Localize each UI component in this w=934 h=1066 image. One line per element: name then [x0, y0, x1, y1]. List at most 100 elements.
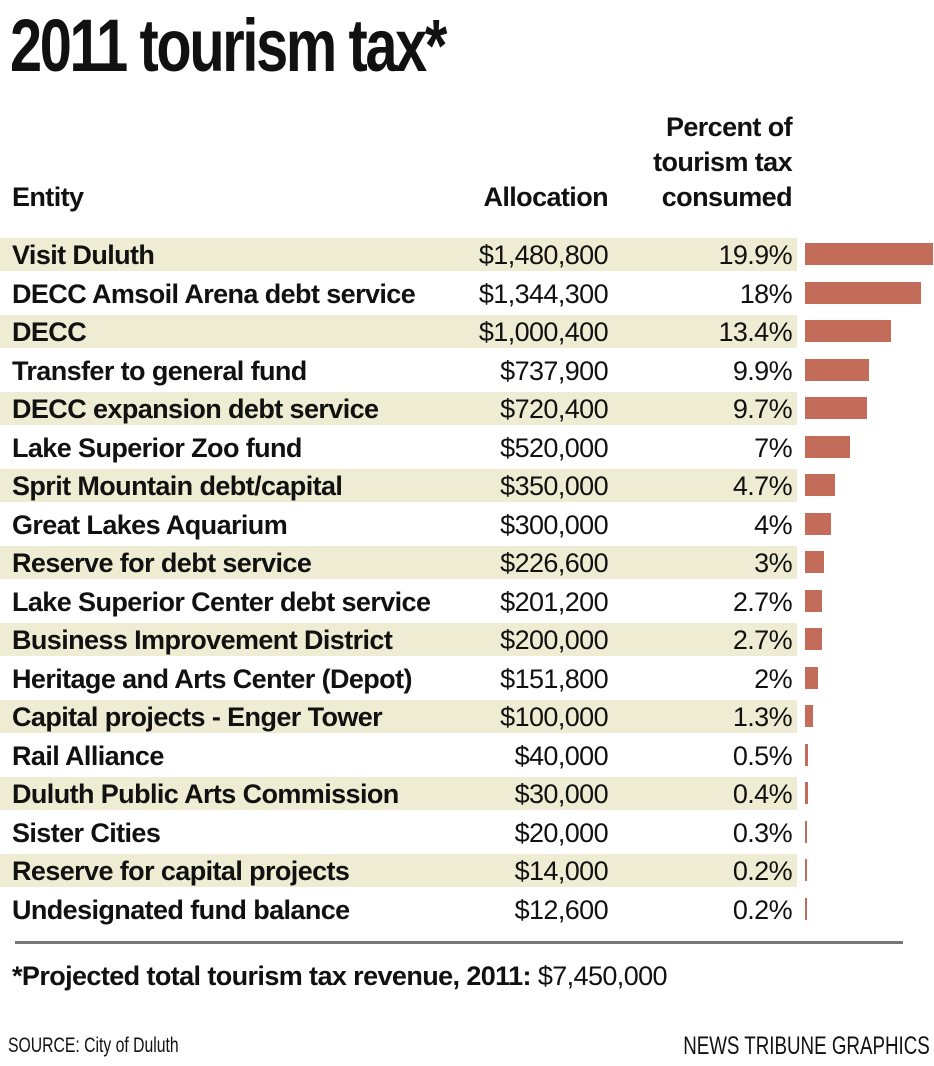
allocation-value: $720,400: [500, 394, 608, 424]
allocation-value: $100,000: [500, 702, 608, 732]
entity-label: DECC expansion debt service: [12, 394, 379, 424]
table-row: Heritage and Arts Center (Depot) $151,800…: [0, 661, 934, 700]
entity-label: Lake Superior Center debt service: [12, 586, 431, 617]
footnote-value: $7,450,000: [537, 961, 668, 991]
table-row: Reserve for capital projects $14,000 0.2%: [0, 853, 934, 892]
row-shade: [0, 469, 797, 502]
allocation-value: $520,000: [500, 432, 608, 463]
allocation-value: $300,000: [500, 509, 608, 540]
divider: [15, 941, 903, 944]
table-row: Business Improvement District $200,000 2.7…: [0, 622, 934, 661]
allocation-value: $151,800: [500, 663, 608, 694]
bar: [805, 320, 892, 342]
table-row: Duluth Public Arts Commission $30,000 0.4%: [0, 776, 934, 815]
credit: NEWS TRIBUNE GRAPHICS: [683, 1032, 930, 1060]
entity-label: Heritage and Arts Center (Depot): [12, 663, 412, 694]
bar: [805, 666, 818, 689]
table-row: DECC $1,000,400 13.4%: [0, 314, 934, 353]
entity-label: Visit Duluth: [12, 240, 155, 270]
header-percent-line: Percent of: [665, 112, 793, 142]
header-allocation: Allocation: [483, 182, 608, 212]
bar: [805, 820, 807, 843]
bar: [805, 628, 823, 650]
bar: [805, 551, 825, 573]
table-row: Undesignated fund balance $12,600 0.2%: [0, 892, 934, 931]
entity-label: Sprit Mountain debt/capital: [12, 471, 343, 501]
entity-label: Undesignated fund balance: [12, 894, 350, 925]
table-row: Sister Cities $20,000 0.3%: [0, 815, 934, 854]
allocation-value: $12,600: [514, 894, 609, 925]
bar: [805, 397, 868, 419]
table-row: Rail Alliance $40,000 0.5%: [0, 738, 934, 777]
table-row: Transfer to general fund $737,900 9.9%: [0, 353, 934, 392]
allocation-value: $737,900: [500, 355, 608, 386]
table-body: Visit Duluth $1,480,800 19.9% DECC Amsoil A…: [0, 237, 934, 930]
row-shade: [0, 392, 797, 425]
footnote-label: *Projected total tourism tax revenue, 20…: [12, 961, 532, 991]
bar: [805, 897, 807, 920]
bar: [805, 243, 933, 265]
percent-label: 0.2%: [732, 856, 793, 886]
table-row: Capital projects - Enger Tower $100,000 1.…: [0, 699, 934, 738]
allocation-value: $1,344,300: [478, 278, 609, 309]
bar: [805, 743, 809, 766]
percent-label: 0.2%: [732, 894, 793, 925]
table-row: DECC Amsoil Arena debt service $1,344,300…: [0, 276, 934, 315]
bar: [805, 512, 831, 535]
bar: [805, 705, 814, 727]
table-row: Reserve for debt service $226,600 3%: [0, 545, 934, 584]
table-row: Sprit Mountain debt/capital $350,000 4.7%: [0, 468, 934, 507]
percent-label: 0.4%: [732, 779, 793, 809]
bar: [805, 589, 823, 612]
percent-label: 3%: [754, 548, 792, 578]
percent-label: 2%: [754, 663, 792, 694]
entity-label: Rail Alliance: [12, 740, 164, 771]
percent-label: 2.7%: [732, 586, 793, 617]
percent-label: 9.9%: [732, 355, 793, 386]
entity-label: Great Lakes Aquarium: [12, 509, 288, 540]
table-row: DECC expansion debt service $720,400 9.7%: [0, 391, 934, 430]
entity-label: Business Improvement District: [12, 625, 393, 655]
table-row: Lake Superior Center debt service $201,20…: [0, 584, 934, 623]
entity-label: DECC: [12, 317, 87, 347]
allocation-value: $200,000: [500, 625, 608, 655]
row-shade: [0, 777, 797, 810]
percent-label: 0.3%: [732, 817, 793, 848]
chart-title: 2011 tourism tax*: [10, 4, 447, 87]
row-shade: [0, 700, 797, 733]
allocation-value: $1,480,800: [478, 240, 609, 270]
bar: [805, 474, 836, 496]
entity-label: Lake Superior Zoo fund: [12, 432, 302, 463]
entity-label: Capital projects - Enger Tower: [12, 702, 383, 732]
header-entity: Entity: [12, 182, 84, 212]
percent-label: 0.5%: [732, 740, 793, 771]
allocation-value: $1,000,400: [478, 317, 609, 347]
table-row: Visit Duluth $1,480,800 19.9%: [0, 237, 934, 276]
percent-label: 2.7%: [732, 625, 793, 655]
allocation-value: $201,200: [500, 586, 608, 617]
table-row: Great Lakes Aquarium $300,000 4%: [0, 507, 934, 546]
entity-label: Sister Cities: [12, 817, 161, 848]
bar: [805, 782, 808, 804]
row-shade: [0, 854, 797, 887]
percent-label: 9.7%: [732, 394, 793, 424]
table-row: Lake Superior Zoo fund $520,000 7%: [0, 430, 934, 469]
entity-label: Reserve for debt service: [12, 548, 312, 578]
entity-label: Duluth Public Arts Commission: [12, 779, 399, 809]
row-shade: [0, 315, 797, 348]
bar: [805, 435, 851, 458]
entity-label: Transfer to general fund: [12, 355, 307, 386]
percent-label: 18%: [739, 278, 793, 309]
entity-label: DECC Amsoil Arena debt service: [12, 278, 416, 309]
allocation-value: $40,000: [514, 740, 609, 771]
percent-label: 7%: [754, 432, 792, 463]
footnote: *Projected total tourism tax revenue, 20…: [12, 960, 668, 992]
bar: [805, 281, 921, 304]
entity-label: Reserve for capital projects: [12, 856, 350, 886]
row-shade: [0, 623, 797, 656]
row-shade: [0, 546, 797, 579]
allocation-value: $350,000: [500, 471, 608, 501]
header-percent-line: consumed: [661, 182, 793, 212]
bar: [805, 859, 807, 881]
header-percent-line: tourism tax: [653, 147, 793, 177]
